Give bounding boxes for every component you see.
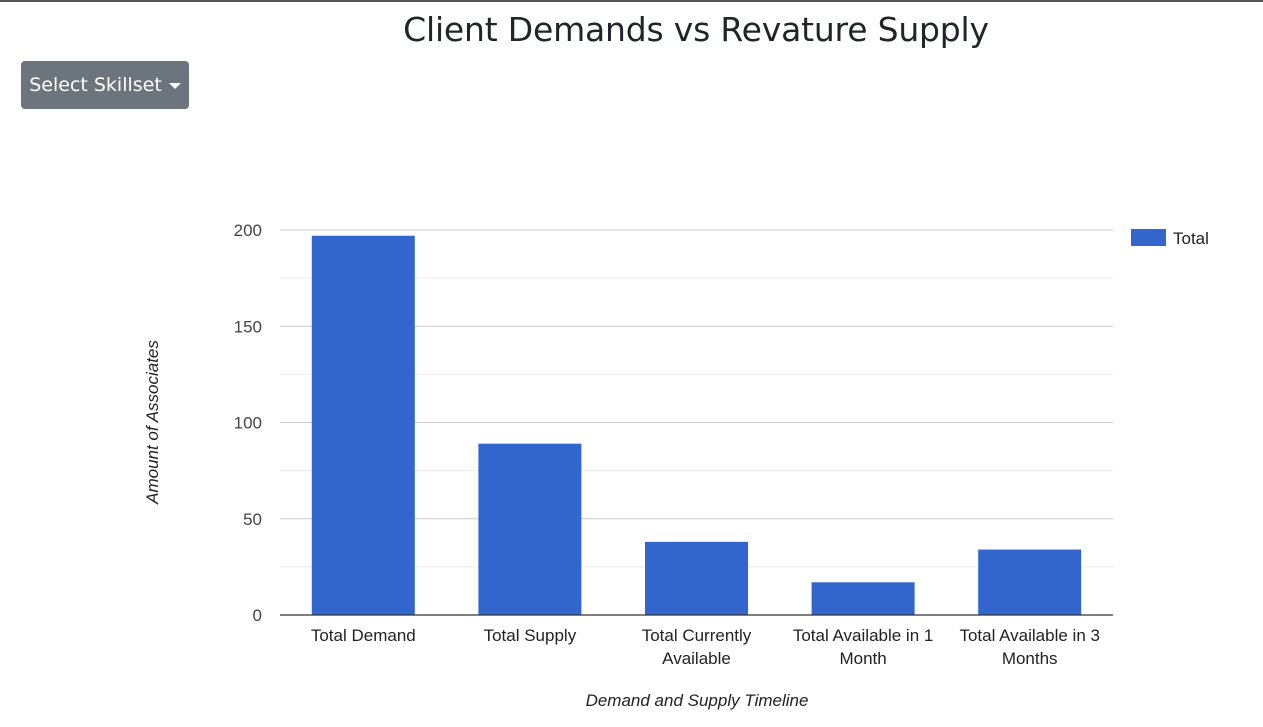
x-axis-title: Demand and Supply Timeline [586, 691, 809, 710]
legend-swatch [1131, 229, 1166, 246]
bar [978, 549, 1082, 615]
bar [311, 235, 415, 615]
caret-down-icon [168, 82, 181, 89]
y-tick-label: 50 [243, 510, 262, 529]
y-tick-label: 150 [234, 317, 262, 336]
top-divider [0, 0, 1263, 2]
x-tick-label: Total Supply [484, 626, 577, 645]
select-skillset-dropdown-button[interactable]: Select Skillset [21, 61, 189, 109]
x-tick-label: Total Available in 1 Month [793, 626, 934, 668]
bar [478, 443, 582, 615]
x-tick-label: Total Demand [311, 626, 416, 645]
legend-label: Total [1173, 229, 1209, 248]
select-skillset-label: Select Skillset [29, 74, 162, 96]
y-tick-label: 100 [234, 414, 262, 433]
bar [811, 582, 915, 615]
y-tick-label: 0 [253, 606, 262, 625]
x-tick-label: Total Currently Available [642, 626, 752, 668]
page-title: Client Demands vs Revature Supply [403, 10, 989, 49]
x-tick-label: Total Available in 3 Months [959, 626, 1100, 668]
bar [645, 541, 748, 615]
y-axis-title: Amount of Associates [143, 340, 162, 505]
y-tick-label: 200 [234, 221, 262, 240]
